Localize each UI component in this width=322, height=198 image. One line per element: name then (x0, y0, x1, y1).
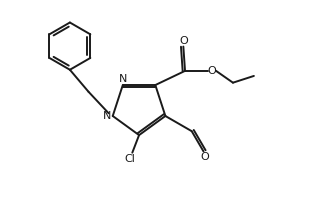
Text: N: N (118, 74, 127, 84)
Text: O: O (208, 66, 216, 76)
Text: N: N (102, 111, 111, 121)
Text: Cl: Cl (124, 154, 135, 164)
Text: O: O (179, 36, 188, 46)
Text: O: O (201, 152, 210, 162)
